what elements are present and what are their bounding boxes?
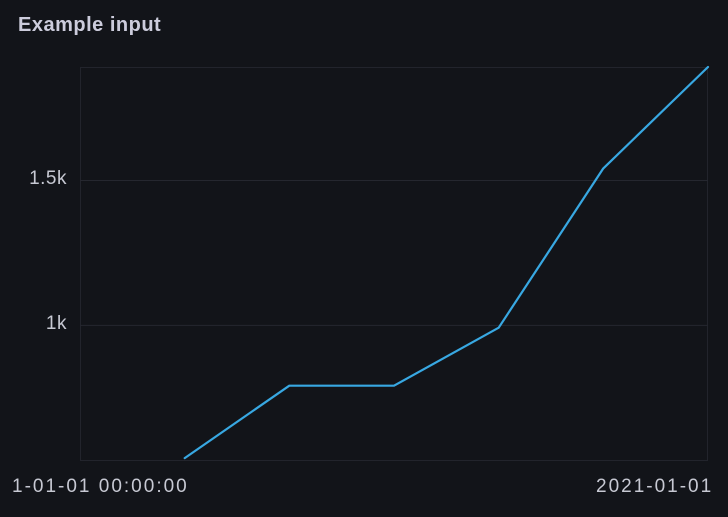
panel-title: Example input xyxy=(18,14,162,36)
gridlines xyxy=(80,179,708,326)
y-tick-label: 1.5k xyxy=(29,167,67,189)
x-tick-label-end: 2021-01-01 xyxy=(596,476,714,497)
x-tick-label-start: 1-01-01 00:00:00 xyxy=(12,476,189,497)
series-line xyxy=(183,65,710,460)
series-polyline xyxy=(183,65,710,460)
plot-border xyxy=(80,67,708,461)
y-tick-label: 1k xyxy=(45,312,67,334)
